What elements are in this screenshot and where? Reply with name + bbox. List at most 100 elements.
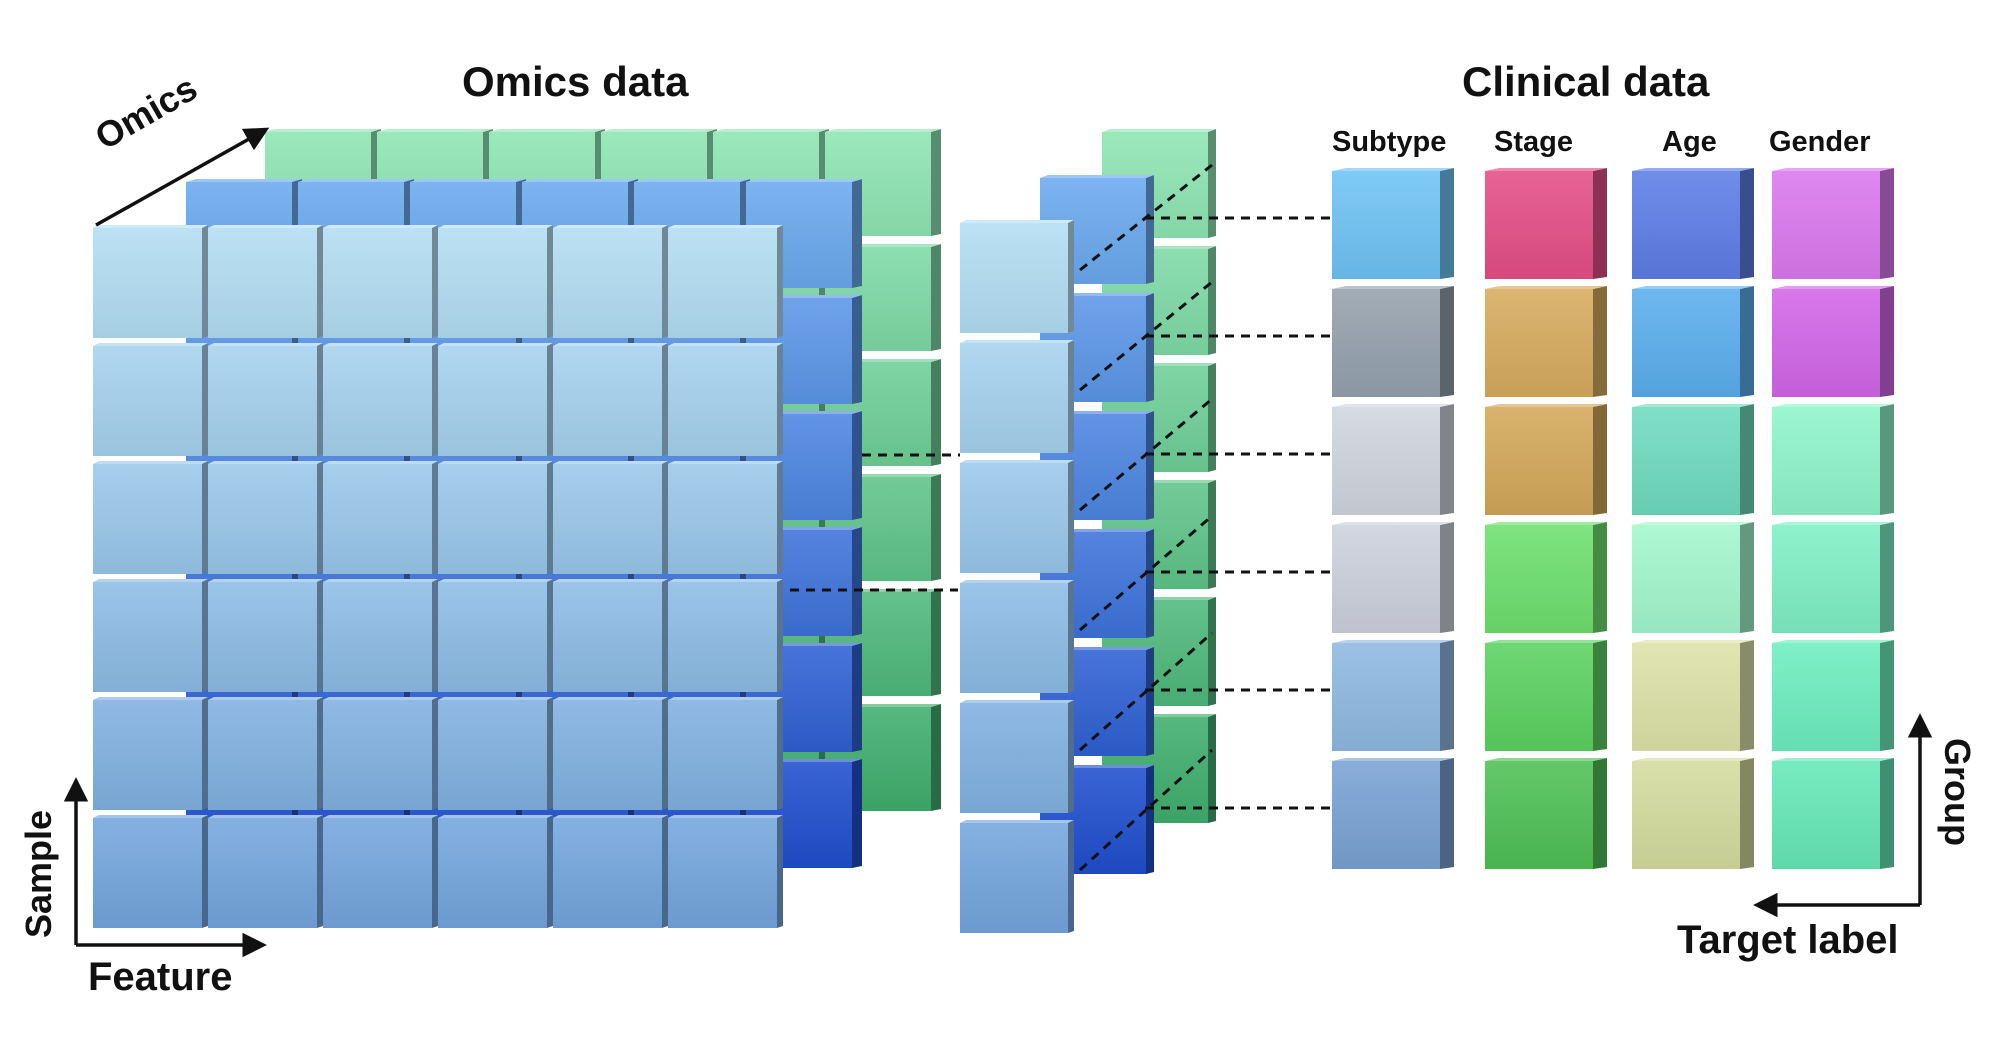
clinical-cell-gender: [1772, 404, 1894, 515]
cube-face: [1485, 761, 1593, 869]
cube-side: [432, 225, 438, 338]
omics-title: Omics data: [462, 58, 689, 105]
cube-face: [1632, 643, 1740, 751]
clinical-cell-stage: [1485, 286, 1607, 397]
cube-side: [1593, 640, 1607, 751]
cube-side: [202, 225, 208, 338]
cube-face: [208, 228, 317, 338]
cube-top: [186, 179, 302, 182]
cube-face: [553, 818, 662, 928]
omics-axis-arrow: [95, 127, 270, 227]
cube-top: [438, 697, 553, 700]
omics-cube-light: [93, 343, 208, 456]
cube-top: [93, 579, 208, 582]
omics-cube-light: [668, 697, 783, 810]
cube-face: [960, 223, 1068, 333]
cube-side: [1740, 640, 1754, 751]
cube-side: [1880, 286, 1894, 397]
clinical-cell-gender: [1772, 286, 1894, 397]
cube-side: [777, 697, 783, 810]
cube-top: [1332, 404, 1454, 407]
cube-side: [1740, 286, 1754, 397]
cube-side: [777, 343, 783, 456]
cube-face: [323, 228, 432, 338]
cube-top: [1632, 404, 1754, 407]
feature-axis-label: Feature: [88, 955, 233, 999]
cube-side: [1146, 647, 1154, 756]
cube-face: [960, 463, 1068, 573]
cube-side: [662, 697, 668, 810]
cube-side: [202, 461, 208, 574]
clinical-cell-age: [1632, 404, 1754, 515]
cube-side: [852, 179, 862, 288]
cube-face: [93, 464, 202, 574]
clinical-cell-gender: [1772, 758, 1894, 869]
cube-side: [852, 295, 862, 404]
cube-face: [93, 228, 202, 338]
cube-side: [1593, 168, 1607, 279]
cube-face: [1632, 171, 1740, 279]
cube-side: [777, 815, 783, 928]
omics-cube-light: [93, 579, 208, 692]
cube-top: [208, 461, 323, 464]
cube-top: [1332, 522, 1454, 525]
cube-top: [1772, 522, 1894, 525]
cube-top: [960, 820, 1074, 823]
cube-top: [825, 129, 941, 132]
cube-side: [317, 815, 323, 928]
sample-cube-light: [960, 820, 1074, 933]
omics-front-matrix: [93, 225, 783, 928]
sample-cube-light: [960, 460, 1074, 573]
cube-top: [1485, 286, 1607, 289]
omics-cube-light: [553, 697, 668, 810]
cube-top: [553, 697, 668, 700]
cube-face: [553, 464, 662, 574]
cube-side: [547, 343, 553, 456]
cube-side: [1740, 522, 1754, 633]
cube-side: [1208, 363, 1216, 472]
cube-top: [668, 815, 783, 818]
cube-face: [1485, 407, 1593, 515]
cube-side: [662, 225, 668, 338]
cube-side: [432, 697, 438, 810]
clinical-cell-stage: [1485, 168, 1607, 279]
cube-face: [1772, 643, 1880, 751]
cube-face: [208, 346, 317, 456]
cube-face: [1332, 407, 1440, 515]
cube-top: [668, 461, 783, 464]
omics-cube-light: [438, 579, 553, 692]
cube-face: [438, 700, 547, 810]
cube-face: [323, 346, 432, 456]
clinical-cell-stage: [1485, 522, 1607, 633]
cube-top: [1485, 522, 1607, 525]
cube-face: [1332, 289, 1440, 397]
cube-face: [960, 343, 1068, 453]
cube-top: [438, 579, 553, 582]
omics-cube-light: [438, 697, 553, 810]
cube-side: [1880, 168, 1894, 279]
cube-top: [1772, 758, 1894, 761]
clinical-cell-age: [1632, 168, 1754, 279]
cube-side: [1740, 404, 1754, 515]
cube-face: [553, 346, 662, 456]
sample-axis-label: Sample: [18, 809, 59, 938]
cube-face: [1485, 171, 1593, 279]
cube-side: [1880, 522, 1894, 633]
clinical-cell-subtype: [1332, 168, 1454, 279]
cube-top: [1632, 286, 1754, 289]
cube-side: [1208, 129, 1216, 238]
cube-top: [323, 579, 438, 582]
cube-top: [93, 461, 208, 464]
cube-face: [323, 464, 432, 574]
cube-side: [852, 759, 862, 868]
sample-column-stack: [960, 129, 1216, 933]
cube-top: [1102, 129, 1216, 132]
cube-side: [1440, 168, 1454, 279]
sample-cube-light: [960, 580, 1074, 693]
cube-face: [1632, 525, 1740, 633]
cube-side: [202, 343, 208, 456]
cube-side: [662, 461, 668, 574]
sample-cube-light: [960, 700, 1074, 813]
cube-top: [1772, 168, 1894, 171]
omics-cube-light: [553, 343, 668, 456]
